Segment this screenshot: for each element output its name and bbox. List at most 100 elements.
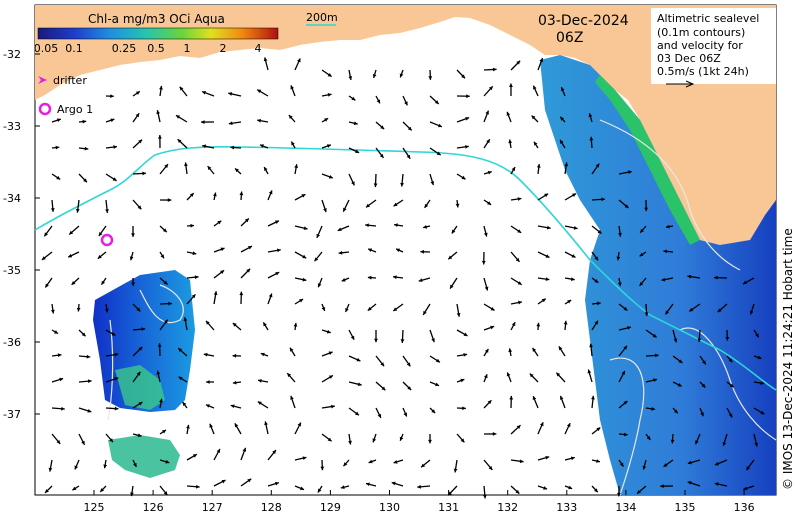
velocity-arrow xyxy=(51,406,65,411)
velocity-arrow xyxy=(184,162,188,175)
colorbar-tick-label: 0.1 xyxy=(65,42,83,55)
velocity-arrow xyxy=(44,485,53,494)
velocity-arrow xyxy=(321,199,327,213)
velocity-arrow xyxy=(100,277,107,286)
velocity-arrow xyxy=(726,381,734,388)
velocity-arrow xyxy=(159,459,170,464)
velocity-arrow xyxy=(536,322,541,331)
velocity-arrow xyxy=(453,459,458,473)
velocity-arrow xyxy=(321,374,334,383)
velocity-arrow xyxy=(132,90,141,97)
velocity-arrow xyxy=(420,249,431,254)
velocity-arrow xyxy=(483,67,497,72)
velocity-arrow xyxy=(424,199,431,209)
velocity-arrow xyxy=(618,303,628,311)
chlorophyll-coast-band xyxy=(595,75,700,245)
velocity-arrow xyxy=(663,249,674,254)
velocity-arrow xyxy=(451,225,458,234)
velocity-arrow xyxy=(104,303,109,313)
velocity-arrow xyxy=(159,485,168,496)
velocity-arrow xyxy=(344,303,350,313)
velocity-arrow xyxy=(726,407,733,418)
velocity-arrow xyxy=(267,248,281,253)
y-tick-label: -34 xyxy=(3,192,21,205)
velocity-arrow xyxy=(483,303,495,311)
velocity-arrow xyxy=(132,199,142,210)
velocity-arrow xyxy=(563,320,568,331)
y-tick-label: -35 xyxy=(3,264,21,277)
velocity-arrow xyxy=(213,269,225,279)
velocity-arrow xyxy=(699,355,707,365)
velocity-arrow xyxy=(374,329,378,343)
velocity-arrow xyxy=(402,381,412,391)
velocity-arrow xyxy=(699,381,706,388)
velocity-arrow xyxy=(206,380,215,384)
velocity-arrow xyxy=(483,432,497,436)
velocity-arrow xyxy=(725,329,730,341)
velocity-arrow xyxy=(618,199,629,209)
velocity-arrow xyxy=(228,92,242,97)
velocity-arrow xyxy=(321,117,329,123)
velocity-arrow xyxy=(423,224,431,229)
velocity-arrow xyxy=(294,422,302,435)
velocity-arrow xyxy=(639,277,647,287)
velocity-arrow xyxy=(257,118,269,123)
velocity-arrow xyxy=(429,381,440,387)
velocity-arrow xyxy=(317,485,323,493)
velocity-arrow xyxy=(714,482,728,487)
velocity-arrow xyxy=(588,113,593,123)
velocity-arrow xyxy=(240,245,253,253)
colorbar xyxy=(37,27,279,40)
velocity-arrow xyxy=(375,95,381,104)
velocity-arrow xyxy=(429,355,441,363)
velocity-arrow xyxy=(321,303,326,312)
velocity-arrow xyxy=(393,199,404,207)
velocity-arrow xyxy=(338,250,350,255)
velocity-arrow xyxy=(263,166,269,175)
velocity-arrow xyxy=(48,459,53,472)
velocity-arrow xyxy=(510,251,520,263)
velocity-arrow xyxy=(186,484,200,489)
velocity-arrow xyxy=(348,121,358,126)
velocity-arrow xyxy=(159,429,167,435)
velocity-arrow xyxy=(661,277,674,282)
velocity-arrow xyxy=(159,251,165,259)
velocity-arrow xyxy=(348,95,356,101)
velocity-arrow xyxy=(132,303,141,312)
velocity-arrow xyxy=(589,136,594,149)
velocity-arrow xyxy=(159,163,169,175)
velocity-arrow xyxy=(99,485,107,493)
velocity-arrow xyxy=(183,317,188,331)
velocity-arrow xyxy=(533,141,539,149)
velocity-arrow xyxy=(537,193,549,201)
colorbar-ticks: 0.05 0.1 0.25 0.5 1 2 4 xyxy=(34,42,262,55)
x-tick-label: 129 xyxy=(320,501,341,514)
velocity-arrow xyxy=(399,69,404,78)
velocity-arrow xyxy=(694,433,701,445)
velocity-arrow xyxy=(591,485,599,493)
colorbar-tick-label: 0.05 xyxy=(34,42,59,55)
velocity-arrow xyxy=(645,329,657,338)
velocity-arrow xyxy=(510,424,521,435)
velocity-arrow xyxy=(537,277,550,282)
velocity-arrow xyxy=(531,347,539,357)
velocity-arrow xyxy=(234,423,242,435)
velocity-arrow xyxy=(186,424,190,435)
velocity-arrow xyxy=(240,447,247,461)
velocity-arrow xyxy=(232,353,242,358)
velocity-arrow xyxy=(510,277,523,286)
velocity-arrow xyxy=(510,485,520,495)
x-tick-label: 127 xyxy=(202,501,223,514)
velocity-arrow xyxy=(178,376,188,383)
legend-line-5: 0.5m/s (1kt 24h) xyxy=(657,65,749,78)
velocity-arrow xyxy=(645,406,656,411)
velocity-arrow xyxy=(105,94,114,99)
velocity-arrow xyxy=(456,329,468,337)
velocity-arrow xyxy=(186,223,195,228)
velocity-arrow xyxy=(449,277,458,289)
velocity-arrow xyxy=(159,225,168,233)
velocity-arrow xyxy=(373,173,378,188)
velocity-arrow xyxy=(156,110,161,123)
velocity-arrow xyxy=(105,145,118,149)
velocity-arrow xyxy=(186,293,196,305)
